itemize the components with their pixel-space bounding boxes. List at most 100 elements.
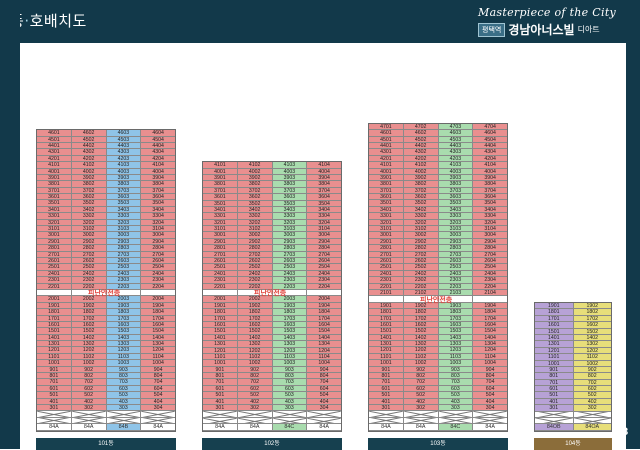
floor-row: 3101 3102 3103 3104 <box>369 226 507 233</box>
unit-cell: 401 <box>369 398 404 405</box>
unit-cell: 2202 <box>403 283 439 290</box>
unit-cell: 1403 <box>106 334 142 342</box>
unit-cell: 704 <box>307 379 341 386</box>
unit-cell: 3001 <box>369 232 404 239</box>
unit-cell: 3302 <box>71 213 107 220</box>
floor-row: 1101 1102 1103 1104 <box>203 353 341 361</box>
floor-row: 2601 2602 2603 2604 <box>369 258 507 265</box>
unit-cell: 4101 <box>37 162 72 169</box>
unit-cell: 1703 <box>106 315 142 322</box>
unit-cell: 1402 <box>403 334 439 342</box>
unit-cell: 401 <box>203 398 238 406</box>
unit-cell: 3503 <box>106 200 142 207</box>
unit-cell: 902 <box>71 366 107 374</box>
floor-row: 2901 2902 2903 2904 <box>37 238 175 246</box>
floor-row: 1301 1302 1303 1304 <box>369 341 507 348</box>
unit-cell: 3901 <box>203 174 238 182</box>
refuge-cell <box>237 290 273 297</box>
unit-cell: 2601 <box>203 258 238 265</box>
floor-row: 4701 4702 4703 4704 <box>369 123 507 131</box>
unit-cell: 2503 <box>438 264 474 271</box>
unit-cell: 4402 <box>403 142 439 150</box>
unit-cell: 2403 <box>438 270 474 278</box>
unit-cell: 802 <box>403 373 439 380</box>
unit-cell: 3202 <box>71 219 107 227</box>
unit-cell: 702 <box>71 379 107 386</box>
unit-cell: 1304 <box>307 341 341 348</box>
unit-cell: 4401 <box>37 142 72 150</box>
floor-row: 1001 1002 <box>535 360 611 367</box>
unit-cell: 1602 <box>71 321 107 329</box>
unit-cell: 4004 <box>141 168 175 175</box>
unit-cell: 803 <box>106 373 142 380</box>
unit-cell: 703 <box>272 379 308 386</box>
unit-cell: 3703 <box>438 187 474 195</box>
unit-cell: 902 <box>403 366 439 374</box>
unit-cell: 3503 <box>438 200 474 207</box>
unit-cell: 1703 <box>438 315 474 322</box>
unit-type-row: 84OB 84OA <box>535 424 611 431</box>
unit-cell: 2902 <box>71 238 107 246</box>
unit-type-cell: 84A <box>141 424 175 431</box>
unit-cell: 703 <box>438 379 474 386</box>
unit-cell: 2302 <box>71 277 107 284</box>
unit-cell: 3801 <box>369 181 404 188</box>
floor-row: 2401 2402 2403 2404 <box>369 270 507 278</box>
unit-cell: 3303 <box>438 213 474 220</box>
unit-cell: 4003 <box>438 168 474 175</box>
unit-cell: 604 <box>141 385 175 393</box>
floor-row: 1501 1502 1503 1504 <box>203 328 341 335</box>
unit-cell: 2703 <box>438 251 474 258</box>
unit-cell: 3902 <box>403 174 439 182</box>
floor-row: 2401 2402 2403 2404 <box>203 270 341 278</box>
unit-grid: 1901 1902 1801 1802 1701 1702 1601 1602 1501 1502… <box>534 302 612 432</box>
unit-cell: 2502 <box>71 264 107 271</box>
unit-cell: 801 <box>37 373 72 380</box>
building-104: 1901 1902 1801 1802 1701 1702 1601 1602 1501 1502… <box>534 302 612 450</box>
unit-cell: 2104 <box>473 289 507 297</box>
unit-cell: 4604 <box>473 130 507 137</box>
unit-cell: 704 <box>473 379 507 386</box>
floor-row: 4101 4102 4103 4104 <box>203 162 341 169</box>
floor-row: 901 902 903 904 <box>369 366 507 374</box>
unit-cell: 3603 <box>106 194 142 201</box>
refuge-cell <box>473 296 507 303</box>
unit-cell: 4703 <box>438 123 474 131</box>
unit-cell: 2704 <box>141 251 175 258</box>
floor-row: 3501 3502 3503 3504 <box>37 200 175 207</box>
unit-cell: 402 <box>403 398 439 405</box>
unit-cell: 3402 <box>237 206 273 214</box>
floor-row: 1701 1702 1703 1704 <box>369 315 507 322</box>
unit-cell: 1101 <box>203 353 238 361</box>
unit-cell: 2301 <box>203 277 238 284</box>
unit-cell: 1104 <box>473 353 507 361</box>
unit-cell: 2802 <box>237 245 273 252</box>
floor-row: 1401 1402 1403 1404 <box>369 334 507 342</box>
unit-cell: 1002 <box>237 360 273 367</box>
building-label: 101동 <box>36 437 176 450</box>
unit-cell: 3102 <box>403 226 439 233</box>
unit-cell: 4202 <box>71 155 107 163</box>
unit-cell: 3203 <box>106 219 142 227</box>
floor-row: 901 902 903 904 <box>37 366 175 374</box>
unit-type-cell: 84A <box>37 424 72 431</box>
unit-cell: 1001 <box>369 360 404 367</box>
floor-row: 1301 1302 1303 1304 <box>37 341 175 348</box>
unit-cell: 1803 <box>438 309 474 316</box>
floor-row: 801 802 803 804 <box>369 373 507 380</box>
unit-cell: 604 <box>473 385 507 393</box>
refuge-floor-row <box>37 289 175 297</box>
unit-cell: 2603 <box>438 258 474 265</box>
unit-cell: 901 <box>369 366 404 374</box>
unit-cell: 1902 <box>237 302 273 310</box>
unit-cell: 601 <box>369 385 404 393</box>
unit-cell: 4002 <box>237 168 273 175</box>
unit-cell: 3803 <box>272 181 308 188</box>
floor-row: 1101 1102 1103 1104 <box>369 353 507 361</box>
pilotis-cell <box>237 417 273 425</box>
unit-cell: 1203 <box>272 347 308 354</box>
unit-cell: 1704 <box>141 315 175 322</box>
unit-cell: 3304 <box>473 213 507 220</box>
unit-cell: 1602 <box>573 322 611 329</box>
unit-cell: 3502 <box>71 200 107 207</box>
